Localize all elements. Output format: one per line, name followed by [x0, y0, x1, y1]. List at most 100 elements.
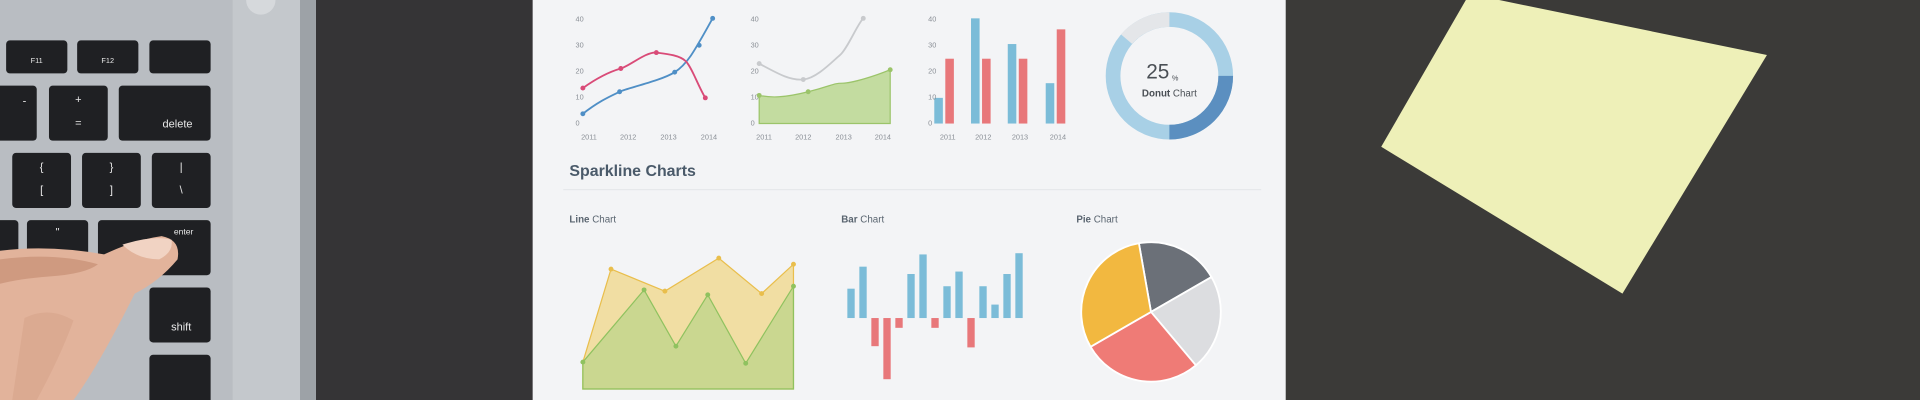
- key-label: =: [75, 117, 81, 129]
- year-label: 2011: [756, 132, 772, 141]
- dot: [580, 85, 586, 91]
- y-tick-label: 20: [751, 66, 759, 75]
- y-tick-label: 0: [928, 118, 932, 127]
- key-label: }: [110, 161, 114, 173]
- y-tick-label: 10: [751, 92, 759, 101]
- dot: [705, 292, 711, 298]
- year-label: 2012: [795, 132, 811, 141]
- year-label: 2014: [701, 132, 717, 141]
- sparkline-title-bold: Bar: [841, 215, 858, 226]
- y-tick-label: 10: [576, 92, 584, 101]
- dot: [672, 69, 678, 75]
- sparkline-title: Line Chart: [569, 215, 616, 226]
- spark-bar: [955, 271, 963, 319]
- desk-left: [315, 0, 537, 400]
- key-label: |: [180, 161, 183, 173]
- key-label: delete: [163, 119, 193, 131]
- donut-value: 25: [1146, 60, 1169, 83]
- spark-bar: [943, 286, 951, 319]
- year-label: 2013: [836, 132, 852, 141]
- y-tick-label: 20: [928, 66, 936, 75]
- dot: [710, 15, 716, 21]
- dot: [696, 42, 702, 48]
- pie-slice: [1080, 242, 1153, 349]
- sparkline-title: Pie Chart: [1076, 215, 1118, 226]
- spark-bar: [1003, 274, 1011, 319]
- dot: [716, 255, 722, 261]
- y-tick-label: 30: [576, 41, 584, 50]
- dot: [759, 291, 765, 297]
- sparkline-title-bold: Pie: [1076, 215, 1091, 226]
- y-tick-label: 40: [751, 15, 759, 24]
- sticky-note: [1381, 0, 1767, 294]
- year-label: 2011: [940, 132, 956, 141]
- year-label: 2011: [581, 132, 597, 141]
- year-label: 2014: [1050, 132, 1066, 141]
- key-label: [: [40, 185, 43, 197]
- dot: [756, 92, 762, 98]
- y-tick-label: 20: [576, 66, 584, 75]
- year-label: 2014: [875, 132, 891, 141]
- spark-bar: [967, 318, 975, 348]
- spark-bar: [979, 286, 987, 319]
- y-tick-label: 40: [928, 15, 936, 24]
- spark-bar: [991, 304, 999, 319]
- dot: [653, 50, 659, 56]
- y-tick-label: 0: [751, 118, 755, 127]
- spark-bar: [907, 274, 915, 319]
- dot: [673, 343, 679, 349]
- y-tick-label: 10: [928, 92, 936, 101]
- spark-bar: [1015, 253, 1023, 319]
- key-label: shift: [171, 322, 191, 334]
- key-label: F11: [31, 56, 43, 65]
- dot: [800, 77, 806, 82]
- sparklines: Line Chart Bar Chart Pie Chart: [569, 215, 1222, 390]
- sparkline-title-text: Chart: [592, 215, 616, 226]
- dot: [860, 15, 866, 21]
- dot: [580, 359, 586, 365]
- dot: [662, 288, 668, 294]
- spark-bar: [883, 318, 891, 380]
- y-tick-label: 0: [576, 118, 580, 127]
- sparkline-title-text: Chart: [860, 215, 884, 226]
- pie-slice: [1137, 241, 1213, 314]
- dot: [805, 89, 811, 95]
- year-label: 2012: [620, 132, 636, 141]
- key-label: -: [23, 95, 27, 107]
- dot: [791, 283, 796, 289]
- y-tick-label: 30: [751, 41, 759, 50]
- key-label: {: [40, 161, 44, 173]
- pie-slice: [1089, 310, 1198, 383]
- dot: [887, 67, 893, 73]
- key-label: enter: [174, 227, 194, 237]
- dot: [702, 95, 708, 101]
- dot: [617, 89, 623, 95]
- dot: [641, 287, 647, 293]
- key-label: \: [180, 185, 184, 197]
- donut-label-bold: Donut: [1142, 89, 1171, 100]
- spark-bar: [871, 318, 879, 347]
- year-label: 2013: [1012, 132, 1028, 141]
- year-label: 2013: [660, 132, 676, 141]
- key-label: ]: [110, 185, 113, 197]
- section-title: Sparkline Charts: [569, 163, 696, 180]
- spark-bar: [847, 288, 855, 319]
- pie-slice: [1149, 275, 1222, 367]
- key-label: ": [56, 226, 60, 238]
- spark-bar: [859, 266, 867, 319]
- sparkline-title-text: Chart: [1094, 215, 1118, 226]
- hand: [0, 236, 179, 400]
- sparkline-title: Bar Chart: [841, 215, 884, 226]
- y-tick-label: 40: [576, 15, 584, 24]
- spark-bar: [895, 318, 903, 328]
- year-label: 2012: [975, 132, 991, 141]
- dot: [608, 266, 614, 272]
- dot: [618, 66, 624, 71]
- sparkline-title-bold: Line: [569, 215, 590, 226]
- donut-unit: %: [1172, 74, 1179, 83]
- dot: [743, 360, 749, 366]
- y-tick-label: 30: [928, 41, 936, 50]
- dot: [580, 111, 586, 117]
- donut-label: Donut Chart: [1142, 89, 1197, 100]
